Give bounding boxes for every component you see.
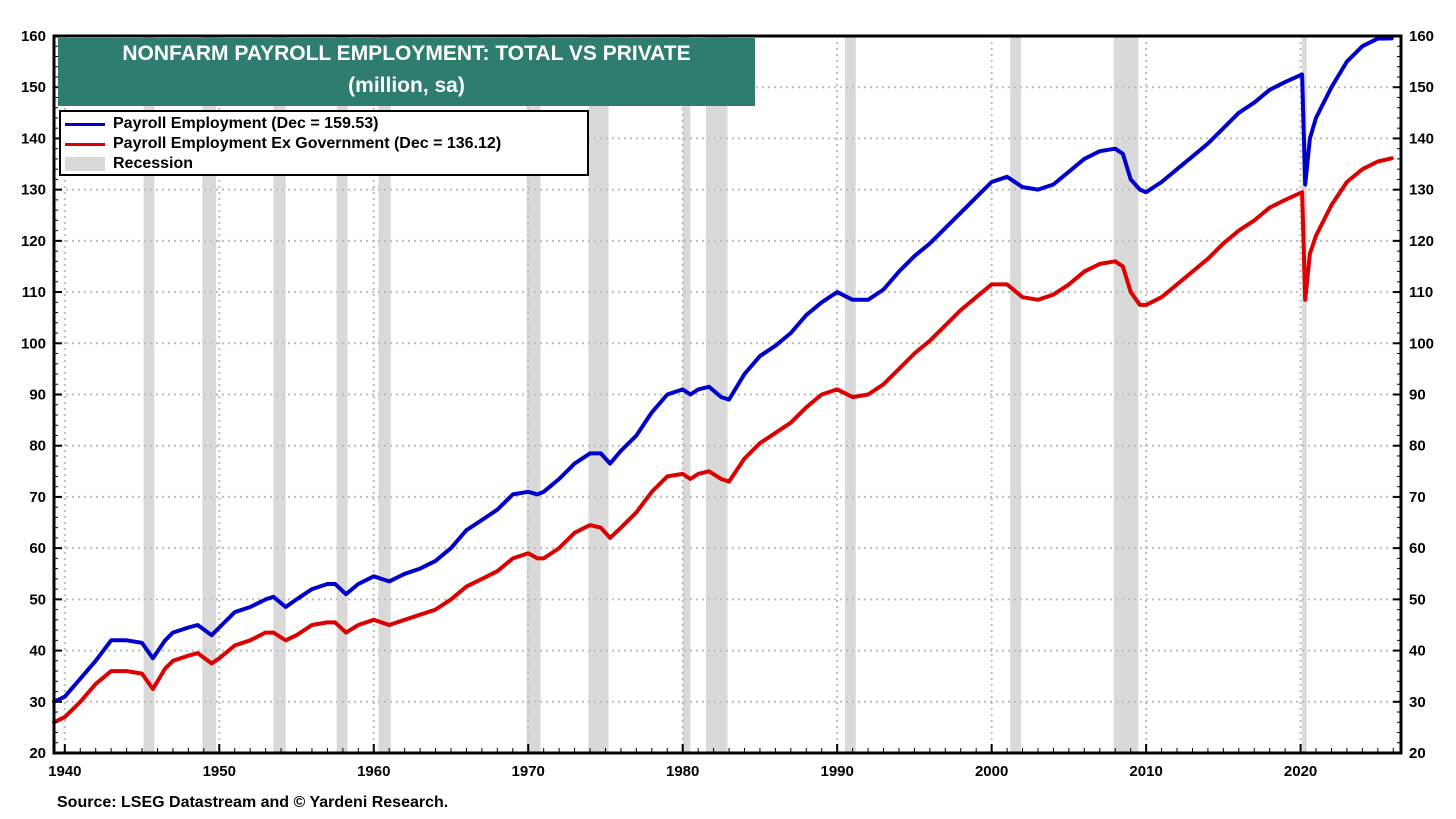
y-tick-label-right: 120 bbox=[1409, 233, 1434, 250]
y-tick-label-right: 60 bbox=[1409, 540, 1426, 557]
chart-title-box: NONFARM PAYROLL EMPLOYMENT: TOTAL VS PRI… bbox=[58, 38, 755, 106]
y-tick-label-left: 30 bbox=[29, 694, 46, 711]
legend-label-total: Payroll Employment (Dec = 159.53) bbox=[113, 115, 379, 132]
x-tick-label: 1990 bbox=[820, 763, 853, 780]
recession-band bbox=[143, 36, 155, 753]
y-tick-label-right: 30 bbox=[1409, 694, 1426, 711]
legend-label-recession: Recession bbox=[113, 155, 194, 172]
y-tick-label-left: 100 bbox=[21, 335, 46, 352]
y-tick-label-right: 90 bbox=[1409, 387, 1426, 404]
legend-swatch-private bbox=[65, 142, 105, 146]
y-tick-label-left: 40 bbox=[29, 643, 46, 660]
y-tick-label-right: 70 bbox=[1409, 489, 1426, 506]
legend-label-private: Payroll Employment Ex Government (Dec = … bbox=[113, 135, 502, 152]
series-line-total bbox=[52, 36, 1394, 704]
y-tick-label-right: 140 bbox=[1409, 130, 1434, 147]
y-tick-label-left: 110 bbox=[22, 284, 46, 301]
legend-swatch-total bbox=[65, 122, 105, 126]
x-tick-label: 2000 bbox=[975, 763, 1008, 780]
y-tick-label-right: 150 bbox=[1409, 79, 1434, 96]
y-tick-label-left: 20 bbox=[29, 745, 46, 762]
source-note: Source: LSEG Datastream and © Yardeni Re… bbox=[57, 794, 449, 811]
y-tick-label-left: 80 bbox=[29, 438, 46, 455]
y-tick-label-right: 130 bbox=[1409, 182, 1434, 199]
recession-band bbox=[202, 36, 217, 753]
recession-band bbox=[588, 36, 609, 753]
chart-title: NONFARM PAYROLL EMPLOYMENT: TOTAL VS PRI… bbox=[122, 42, 691, 65]
legend-swatch-recession bbox=[65, 157, 105, 171]
y-tick-label-right: 110 bbox=[1409, 284, 1433, 301]
series-line-private bbox=[52, 156, 1394, 725]
recession-band bbox=[526, 36, 541, 753]
y-tick-label-right: 50 bbox=[1409, 591, 1426, 608]
recession-band bbox=[273, 36, 286, 753]
y-tick-label-left: 150 bbox=[21, 79, 46, 96]
y-tick-label-right: 40 bbox=[1409, 643, 1426, 660]
chart-subtitle: (million, sa) bbox=[348, 74, 465, 97]
legend-item-recession: Recession bbox=[61, 154, 587, 174]
y-tick-label-right: 160 bbox=[1409, 28, 1434, 45]
x-tick-label: 2010 bbox=[1129, 763, 1162, 780]
x-tick-label: 1980 bbox=[666, 763, 699, 780]
x-tick-label: 1970 bbox=[512, 763, 545, 780]
y-tick-label-left: 70 bbox=[29, 489, 46, 506]
x-tick-label: 2020 bbox=[1284, 763, 1317, 780]
legend-item-private: Payroll Employment Ex Government (Dec = … bbox=[61, 134, 587, 154]
y-tick-label-left: 160 bbox=[21, 28, 46, 45]
y-tick-label-left: 140 bbox=[21, 130, 46, 147]
series-lines bbox=[52, 36, 1394, 725]
recession-band bbox=[1302, 36, 1307, 753]
x-tick-label: 1960 bbox=[357, 763, 390, 780]
y-tick-label-left: 50 bbox=[29, 591, 46, 608]
y-tick-label-right: 80 bbox=[1409, 438, 1426, 455]
y-tick-label-right: 100 bbox=[1409, 335, 1434, 352]
x-tick-label: 1940 bbox=[48, 763, 81, 780]
y-tick-label-left: 60 bbox=[29, 540, 46, 557]
recession-band bbox=[682, 36, 691, 753]
y-tick-label-left: 130 bbox=[21, 182, 46, 199]
legend-item-total: Payroll Employment (Dec = 159.53) bbox=[61, 114, 587, 134]
y-tick-label-left: 90 bbox=[29, 387, 46, 404]
legend: Payroll Employment (Dec = 159.53) Payrol… bbox=[59, 110, 589, 176]
y-tick-label-right: 20 bbox=[1409, 745, 1426, 762]
y-tick-label-left: 120 bbox=[21, 233, 46, 250]
x-tick-label: 1950 bbox=[203, 763, 236, 780]
